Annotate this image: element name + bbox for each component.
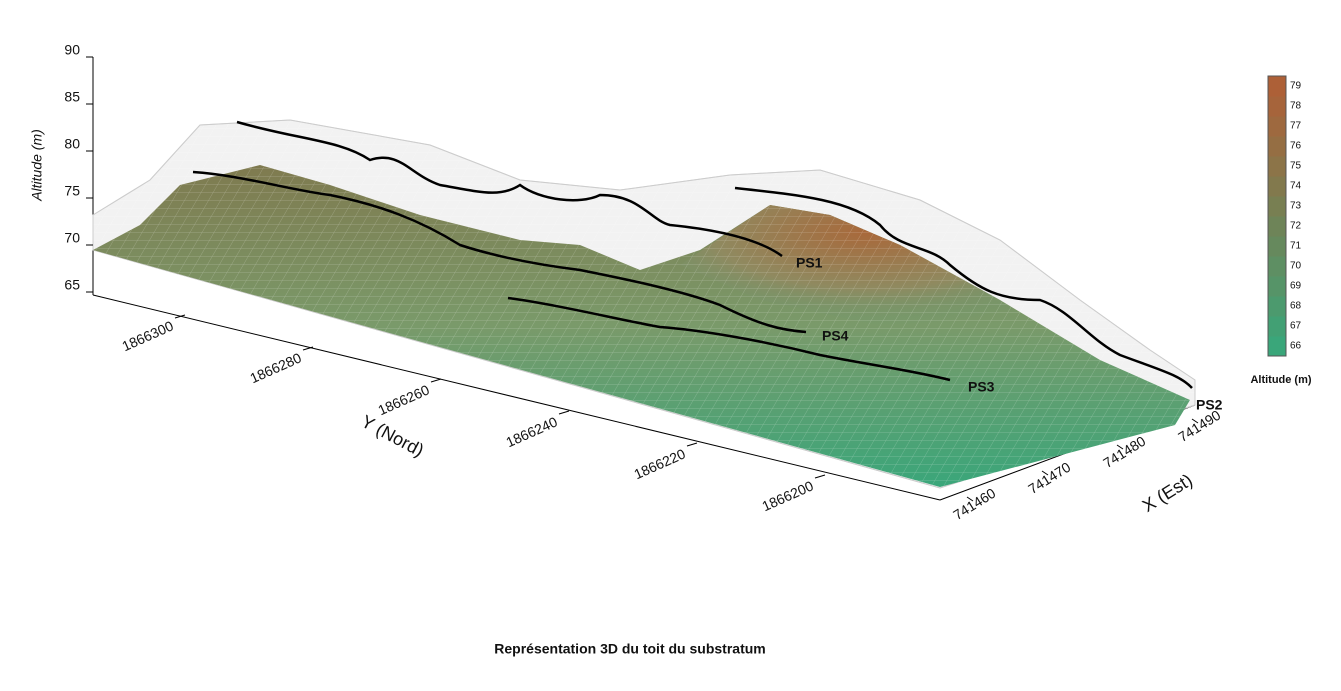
caption: Représentation 3D du toit du substratum	[494, 641, 765, 657]
z-axis-label: Altitude (m)	[29, 129, 45, 202]
y-tick-label: 1866300	[119, 317, 175, 354]
z-tick-label: 75	[64, 183, 80, 199]
colorbar-cell	[1268, 116, 1286, 137]
profile-label: PS2	[1196, 397, 1223, 413]
x-tick	[966, 496, 974, 502]
x-axis-label: X (Est)	[1139, 470, 1196, 516]
z-tick-label: 70	[64, 230, 80, 246]
y-tick-label: 1866280	[247, 349, 303, 386]
colorbar-cell	[1268, 256, 1286, 277]
colorbar-cell	[1268, 176, 1286, 197]
colorbar-tick-label: 66	[1290, 341, 1302, 352]
colorbar-tick-label: 71	[1290, 241, 1302, 252]
colorbar-frame	[1267, 75, 1287, 357]
x-tick-label: 741470	[1025, 459, 1073, 497]
profile-label: PS1	[796, 255, 823, 271]
colorbar-cell	[1268, 316, 1286, 337]
z-tick-label: 85	[64, 89, 80, 105]
profile-line	[734, 186, 1193, 389]
colorbar-tick-label: 70	[1290, 261, 1302, 272]
surface-mesh	[93, 165, 1190, 487]
z-tick-label: 90	[64, 42, 80, 58]
y-tick-label: 1866200	[759, 477, 815, 514]
y-tick-label: 1866220	[631, 445, 687, 482]
y-tick	[686, 442, 698, 447]
colorbar-tick-label: 75	[1290, 161, 1302, 172]
colorbar-cell	[1268, 156, 1286, 177]
y-tick	[558, 410, 570, 415]
colorbar-tick-label: 74	[1290, 181, 1302, 192]
colorbar-cell	[1268, 236, 1286, 257]
colorbar-label: Altitude (m)	[1250, 374, 1311, 386]
y-axis	[92, 294, 941, 501]
colorbar-cell	[1268, 196, 1286, 217]
x-tick	[1041, 470, 1049, 476]
colorbar-cell	[1268, 296, 1286, 317]
colorbar-tick-label: 67	[1290, 321, 1302, 332]
colorbar-cell	[1268, 76, 1286, 97]
colorbar-cell	[1268, 136, 1286, 157]
profile-label: PS4	[822, 328, 849, 344]
colorbar-cell	[1268, 96, 1286, 117]
colorbar-tick-label: 68	[1290, 301, 1302, 312]
z-tick-label: 80	[64, 136, 80, 152]
x-tick	[1116, 444, 1124, 450]
colorbar-cell	[1268, 336, 1286, 357]
profile-label: PS3	[968, 379, 995, 395]
colorbar-cell	[1268, 276, 1286, 297]
colorbar-tick-label: 76	[1290, 141, 1302, 152]
colorbar-tick-label: 78	[1290, 101, 1302, 112]
y-tick	[814, 474, 826, 479]
y-tick	[174, 314, 186, 319]
colorbar-tick-label: 79	[1290, 81, 1302, 92]
y-tick	[302, 346, 314, 351]
colorbar-cell	[1268, 216, 1286, 237]
colorbar-tick-label: 69	[1290, 281, 1302, 292]
x-tick	[1191, 418, 1199, 424]
colorbar-tick-label: 77	[1290, 121, 1302, 132]
z-tick-label: 65	[64, 277, 80, 293]
colorbar-tick-label: 72	[1290, 221, 1302, 232]
colorbar-tick-label: 73	[1290, 201, 1302, 212]
y-tick	[430, 378, 442, 383]
x-tick-label: 741460	[950, 485, 998, 523]
profile-line	[192, 170, 807, 334]
y-tick-label: 1866260	[375, 381, 431, 418]
y-axis-label: Y (Nord)	[358, 411, 427, 460]
profile-line	[236, 120, 783, 258]
y-tick-label: 1866240	[503, 413, 559, 450]
profile-line	[507, 296, 951, 382]
